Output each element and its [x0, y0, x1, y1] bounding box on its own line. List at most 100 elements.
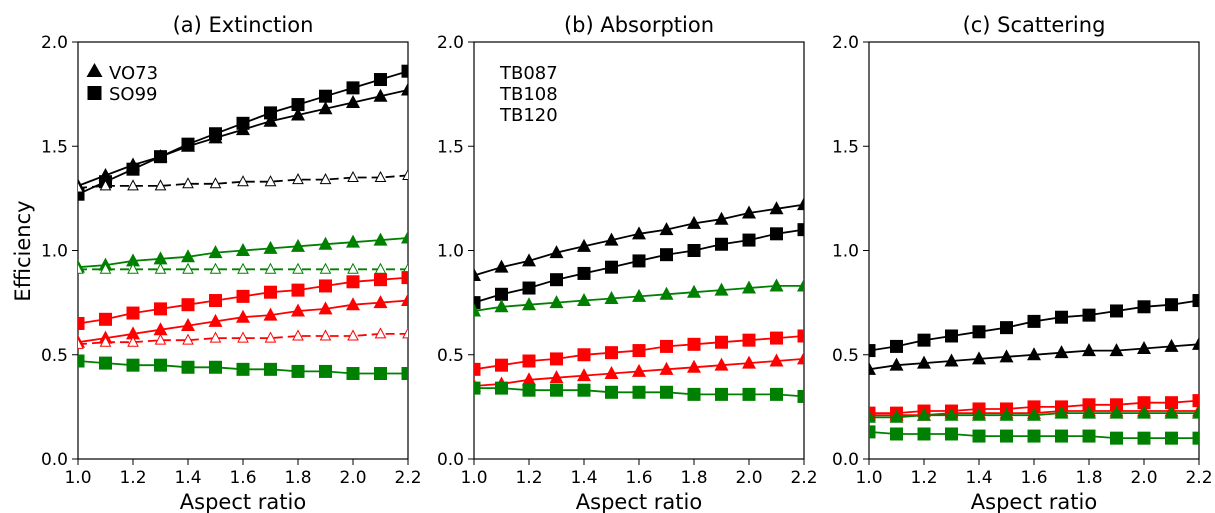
series-tb087-triangle-point	[1027, 407, 1041, 421]
legend-square-marker	[87, 86, 102, 100]
series-tb108-triangle-point	[604, 232, 619, 246]
series-tb087-square-point	[770, 387, 783, 401]
series-tb108-square-point	[742, 233, 756, 247]
series-tb120-triangle-open-point	[182, 333, 194, 345]
series-tb108-triangle-point	[714, 211, 729, 225]
series-tb108-square-point	[869, 344, 876, 358]
series-tb120-triangle-point	[208, 313, 223, 327]
legend-triangle-marker	[86, 63, 103, 77]
series-tb108-square-point	[374, 73, 387, 87]
series-tb087-triangle-point	[1109, 405, 1124, 419]
series-tb108-square-point	[715, 237, 728, 251]
series-tb087-triangle-point	[714, 282, 729, 296]
series-tb108-triangle-open-point	[182, 177, 194, 189]
series-tb087-triangle-point	[1137, 405, 1151, 419]
series-tb108-triangle-point	[797, 197, 804, 211]
series-tb120-triangle-point	[263, 307, 278, 321]
series-tb087-square-point	[1137, 431, 1151, 445]
y-tick-label: 0.0	[832, 450, 859, 470]
series-tb087-triangle-point	[522, 297, 536, 311]
series-tb087-square-point	[209, 360, 222, 374]
x-tick-label: 1.4	[174, 468, 201, 488]
series-tb120-square-point	[264, 285, 277, 299]
x-tick-label: 1.8	[284, 468, 311, 488]
series-tb120-square-point	[374, 273, 387, 287]
series-tb120-square-point	[660, 339, 673, 353]
series-tb120-square-point	[401, 271, 408, 285]
series-tb108-triangle-open-point	[402, 168, 408, 180]
series-tb087-square-point	[264, 362, 277, 376]
y-tick-label: 1.0	[832, 242, 859, 262]
series-tb108-triangle-point	[889, 357, 904, 371]
series-tb120-square-point	[1137, 396, 1151, 410]
series-tb108-square-point	[1165, 298, 1178, 312]
series-tb108-square-point	[181, 137, 195, 151]
series-tb108-triangle-point	[1082, 343, 1096, 357]
series-tb108-square-point	[1000, 321, 1013, 335]
series-tb108-triangle-open-point	[209, 177, 222, 189]
series-tb120-triangle-point	[604, 366, 619, 380]
series-tb120-triangle-point	[401, 293, 408, 307]
series-tb120-square-point	[474, 362, 481, 376]
series-tb108-triangle-point	[1192, 336, 1199, 350]
series-tb120-square-point	[99, 312, 112, 326]
series-tb108-triangle-point	[346, 94, 360, 108]
series-tb087-triangle-point	[889, 409, 904, 423]
plot-area-extinction	[78, 64, 408, 381]
series-tb108-triangle-point	[318, 101, 333, 115]
chart-title-scattering: (c) Scattering	[963, 13, 1106, 37]
series-tb108-square-point	[890, 339, 903, 353]
series-tb087-triangle-point	[917, 407, 931, 421]
series-tb087-square-point	[687, 387, 701, 401]
series-tb108-triangle-open-point	[127, 179, 139, 191]
y-tick-label: 2.0	[41, 33, 68, 53]
series-tb108-square-point	[687, 244, 701, 257]
series-tb108-triangle-point	[659, 222, 674, 236]
series-tb120-triangle-point	[687, 359, 701, 373]
legend-label-tb108: TB108	[499, 84, 558, 105]
series-tb108-triangle-point	[972, 351, 986, 365]
panel-scattering: (c) Scattering 1.0 1.2 1.4 1.6 1.8 2.0 2.2 0.0 0.…	[832, 13, 1213, 513]
series-tb087-triangle-point	[869, 409, 876, 423]
series-tb120-triangle-open-point	[237, 331, 249, 343]
series-tb120-square-point	[742, 333, 756, 347]
series-tb108-square-point	[550, 273, 563, 287]
series-tb120-square-point	[495, 358, 508, 372]
series-tb120-square-point	[154, 302, 167, 316]
series-tb087-triangle-point	[742, 280, 756, 294]
series-tb120-triangle-point	[549, 370, 564, 384]
x-tick-label: 1.4	[965, 468, 992, 488]
series-tb087-triangle-point	[346, 234, 360, 248]
series-tb087-square-point	[869, 425, 876, 439]
x-tick-label: 2.2	[1185, 468, 1212, 488]
series-tb108-triangle-point	[291, 107, 305, 121]
series-tb120-triangle-point	[797, 351, 804, 365]
series-tb120-triangle-open-point	[347, 329, 359, 341]
x-tick-label: 1.4	[570, 468, 597, 488]
series-tb087-triangle-point	[126, 253, 140, 267]
series-tb108-triangle-point	[687, 215, 701, 229]
series-tb108-triangle-point	[1054, 345, 1069, 359]
series-tb087-square-point	[550, 383, 563, 397]
legend-label-so99: SO99	[109, 84, 158, 105]
series-tb108-square-point	[264, 106, 277, 120]
chart-title-absorption: (b) Absorption	[564, 13, 714, 37]
x-tick-label: 1.8	[1075, 468, 1102, 488]
series-tb108-triangle-point	[494, 259, 509, 273]
series-tb108-triangle-open-point	[237, 175, 249, 187]
series-tb108-triangle-point	[1109, 343, 1124, 357]
series-tb087-triangle-open-point	[237, 262, 249, 274]
series-tb087-triangle-point	[944, 407, 959, 421]
series-tb087-square-point	[1027, 429, 1041, 443]
series-tb120-triangle-open-point	[292, 329, 304, 341]
series-tb087-triangle-open-point	[182, 262, 194, 274]
series-tb087-square-point	[890, 427, 903, 441]
series-tb087-square-point	[1082, 429, 1096, 443]
series-tb087-triangle-point	[318, 236, 333, 250]
series-tb087-square-point	[917, 427, 931, 441]
series-tb087-triangle-point	[474, 303, 481, 317]
series-tb108-triangle-point	[632, 226, 646, 240]
y-tick-label: 1.0	[437, 242, 464, 262]
series-tb120-square-point	[605, 346, 618, 360]
